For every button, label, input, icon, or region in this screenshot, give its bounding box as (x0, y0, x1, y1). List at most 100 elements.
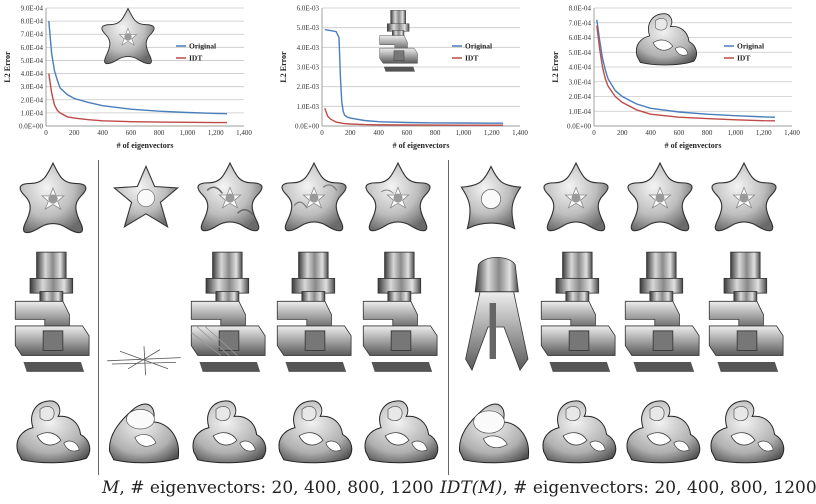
y-tick-label: 1.0E-03 (297, 103, 320, 111)
chart-knot-error: 0.0E+00 1.0E-04 2.0E-04 3.0E-04 4.0E-04 5.0E-… (551, 5, 800, 151)
x-tick-label: 1,200 (756, 129, 772, 137)
x-tick-label: 1,400 (236, 129, 252, 137)
chart-star-error: 0.0E+00 1.0E-04 2.0E-04 3.0E-04 4.0E-04 5.0E-… (3, 5, 252, 151)
legend-label-idt: IDT (465, 54, 478, 63)
crank-idt-20 (465, 257, 529, 372)
y-tick-label: 9.0E-04 (21, 5, 44, 13)
star-thumbnail (101, 8, 155, 65)
y-tick-label: 8.0E-04 (569, 5, 592, 13)
x-tick-label: 1,000 (456, 129, 472, 137)
y-tick-label: 1.0E-04 (21, 109, 44, 117)
crank-m-400 (190, 251, 266, 373)
series-line-original (596, 19, 776, 118)
x-tick-label: 200 (617, 129, 628, 137)
y-tick-label: 6.0E-03 (297, 5, 320, 13)
x-tick-label: 600 (402, 129, 413, 137)
x-tick-label: 800 (154, 129, 165, 137)
y-tick-label: 0.0E+00 (295, 123, 319, 131)
knot-thumbnail (635, 13, 698, 66)
y-tick-label: 6.0E-04 (569, 34, 592, 42)
x-tick-label: 1,200 (208, 129, 224, 137)
caption-original-symbol: M (102, 478, 120, 498)
caption-idt: IDT(M), # eigenvectors: 20, 400, 800, 12… (440, 478, 816, 498)
series-line-idt (324, 108, 503, 126)
x-tick-label: 800 (702, 129, 713, 137)
x-tick-label: 400 (97, 129, 108, 137)
y-tick-label: 5.0E-03 (297, 24, 320, 32)
series-line-original (48, 21, 228, 115)
legend-label-original: Original (465, 42, 492, 51)
crank-m-1200 (362, 251, 438, 373)
y-tick-label: 0.0E+00 (567, 123, 591, 131)
knot-m-20 (109, 403, 179, 464)
y-tick-label: 2.0E-04 (21, 96, 44, 104)
x-tick-label: 800 (430, 129, 441, 137)
x-tick-label: 0 (44, 129, 48, 137)
y-axis-title: L2 Error (551, 51, 560, 83)
star-m-400 (197, 162, 263, 232)
caption-idt-text: , # eigenvectors: 20, 400, 800, 1200 (502, 478, 816, 498)
y-tick-label: 3.0E-04 (569, 78, 592, 86)
vertical-divider-left (98, 160, 99, 475)
legend-label-original: Original (737, 42, 764, 51)
x-axis-title: # of eigenvectors (117, 141, 174, 150)
star-idt-800 (627, 162, 693, 232)
legend-label-original: Original (189, 42, 216, 51)
y-tick-label: 4.0E-03 (297, 44, 320, 52)
legend-label-idt: IDT (189, 54, 202, 63)
x-axis-title: # of eigenvectors (665, 141, 722, 150)
crank-idt-800 (624, 251, 700, 373)
knot-idt-1200 (710, 400, 785, 464)
x-tick-label: 1,400 (512, 129, 528, 137)
x-tick-label: 200 (69, 129, 80, 137)
crankshaft-thumbnail (379, 10, 418, 72)
y-tick-label: 2.0E-04 (569, 93, 592, 101)
y-tick-label: 0.0E+00 (19, 123, 43, 131)
y-tick-label: 5.0E-04 (21, 57, 44, 65)
knot-m-400 (192, 400, 267, 464)
star-idt-400 (543, 162, 609, 232)
crank-m-800 (276, 251, 352, 373)
x-tick-label: 1,200 (484, 129, 500, 137)
star-m-800 (281, 162, 347, 232)
series-line-idt (48, 73, 227, 124)
x-tick-label: 400 (645, 129, 656, 137)
y-tick-label: 3.0E-04 (21, 83, 44, 91)
y-axis-title: L2 Error (279, 51, 288, 83)
star-idt-20 (460, 165, 522, 230)
x-tick-label: 400 (373, 129, 384, 137)
legend-label-idt: IDT (737, 54, 750, 63)
series-line-original (324, 28, 503, 124)
y-tick-label: 4.0E-04 (569, 64, 592, 72)
knot-m-800 (278, 400, 353, 464)
knot-m-1200 (364, 400, 439, 464)
x-tick-label: 600 (674, 129, 685, 137)
knot-idt-400 (542, 400, 617, 464)
y-tick-label: 1.0E-04 (569, 108, 592, 116)
crank-idt-400 (540, 251, 616, 373)
caption-original: M, # eigenvectors: 20, 400, 800, 1200 (102, 478, 434, 498)
knot-original-mesh (16, 400, 91, 464)
y-tick-label: 7.0E-04 (569, 19, 592, 27)
series-line-idt (596, 25, 776, 122)
x-tick-label: 1,000 (180, 129, 196, 137)
y-axis-title: L2 Error (3, 51, 12, 83)
vertical-divider-right (448, 160, 449, 475)
y-tick-label: 3.0E-03 (297, 64, 320, 72)
y-tick-label: 5.0E-04 (569, 49, 592, 57)
crank-m-20 (107, 346, 181, 376)
x-tick-label: 600 (126, 129, 137, 137)
crank-original-mesh (14, 251, 90, 373)
star-original-mesh (19, 162, 87, 234)
caption-idt-symbol: IDT(M) (440, 478, 503, 498)
chart-crankshaft-error: 0.0E+00 1.0E-03 2.0E-03 3.0E-03 4.0E-03 5.0E-… (279, 5, 528, 151)
caption-original-text: , # eigenvectors: 20, 400, 800, 1200 (119, 478, 434, 498)
x-tick-label: 1,000 (728, 129, 744, 137)
x-axis-title: # of eigenvectors (393, 141, 450, 150)
knot-idt-800 (626, 400, 701, 464)
y-tick-label: 6.0E-04 (21, 44, 44, 52)
star-m-20 (112, 164, 180, 228)
y-tick-label: 2.0E-03 (297, 83, 320, 91)
knot-idt-20 (459, 403, 529, 464)
x-tick-label: 0 (320, 129, 324, 137)
